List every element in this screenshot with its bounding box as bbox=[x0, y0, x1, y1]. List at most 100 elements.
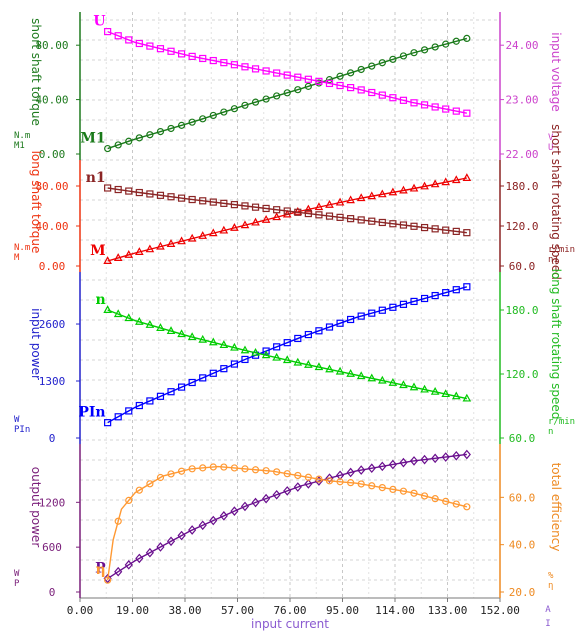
series-point-P bbox=[262, 493, 271, 504]
series-point-U bbox=[294, 73, 302, 81]
left-tick-label: 0.00 bbox=[39, 148, 66, 161]
series-point-n1 bbox=[125, 187, 133, 195]
series-point-P bbox=[135, 553, 144, 564]
series-point-n1 bbox=[146, 190, 154, 198]
left-axis-unit: N.m bbox=[14, 131, 30, 141]
series-point-U bbox=[114, 32, 122, 40]
series-point-PIn bbox=[241, 355, 249, 364]
series-point-P bbox=[114, 566, 123, 577]
series-point-η bbox=[156, 473, 165, 482]
series-point-P bbox=[378, 461, 387, 472]
series-point-P bbox=[251, 497, 260, 508]
series-point-P bbox=[209, 515, 218, 526]
series-point-η bbox=[315, 475, 323, 483]
left-tick-label: 1300 bbox=[39, 375, 66, 388]
series-point-M1 bbox=[294, 86, 302, 94]
right-tick-label: 180.0 bbox=[505, 304, 538, 317]
series-point-M bbox=[251, 217, 260, 226]
series-point-n1 bbox=[304, 209, 312, 218]
series-point-U bbox=[135, 39, 143, 48]
series-point-n bbox=[388, 377, 398, 386]
series-point-M1 bbox=[220, 108, 228, 116]
series-point-P bbox=[156, 542, 165, 552]
series-point-M bbox=[187, 233, 197, 242]
series-point-M1 bbox=[273, 92, 281, 100]
series-line-M bbox=[107, 177, 467, 262]
series-point-U bbox=[262, 67, 270, 75]
series-point-P bbox=[124, 560, 133, 570]
series-point-n1 bbox=[188, 195, 196, 204]
series-point-U bbox=[315, 77, 323, 85]
series-point-PIn bbox=[177, 383, 186, 391]
series-point-PIn bbox=[410, 297, 418, 306]
series-point-PIn bbox=[167, 388, 175, 396]
series-point-M bbox=[103, 256, 112, 264]
series-point-M1 bbox=[199, 115, 207, 123]
left-axis-title: long shaft torque bbox=[29, 151, 43, 254]
right-tick-label: 180.0 bbox=[505, 180, 538, 193]
series-point-M bbox=[145, 244, 155, 253]
series-point-n1 bbox=[220, 199, 228, 207]
series-point-M bbox=[208, 228, 218, 237]
series-point-U bbox=[199, 54, 207, 63]
series-point-P bbox=[198, 520, 207, 531]
series-point-P bbox=[388, 459, 397, 470]
series-point-n1 bbox=[347, 215, 355, 223]
series-point-n bbox=[103, 305, 112, 313]
series-point-n bbox=[187, 332, 197, 341]
series-point-M1 bbox=[325, 76, 334, 84]
series-point-n1 bbox=[378, 218, 386, 227]
series-point-M bbox=[113, 253, 123, 261]
series-point-P bbox=[325, 473, 334, 484]
series-point-M1 bbox=[357, 65, 365, 74]
series-point-PIn bbox=[199, 374, 207, 382]
series-point-n bbox=[441, 389, 451, 398]
series-point-M bbox=[367, 191, 377, 200]
series-point-η bbox=[399, 487, 408, 495]
series-point-M1 bbox=[209, 111, 217, 120]
series-point-η bbox=[357, 480, 365, 488]
series-point-η bbox=[146, 480, 154, 488]
series-point-PIn bbox=[188, 378, 196, 387]
series-point-n1 bbox=[452, 227, 460, 235]
series-point-P bbox=[188, 525, 197, 535]
series-point-n bbox=[240, 345, 250, 354]
right-axis-unit: V bbox=[548, 133, 554, 143]
right-tick-label: 60.0 bbox=[509, 260, 536, 273]
series-point-n bbox=[367, 373, 377, 382]
series-point-n bbox=[346, 369, 355, 377]
series-point-M bbox=[335, 197, 345, 206]
series-point-n bbox=[124, 313, 134, 322]
series-point-η bbox=[431, 495, 439, 503]
series-point-P bbox=[409, 456, 419, 466]
series-point-M1 bbox=[463, 34, 471, 43]
series-point-M1 bbox=[125, 137, 133, 145]
series-point-P bbox=[462, 449, 471, 460]
series-point-n1 bbox=[463, 229, 471, 237]
series-point-n1 bbox=[389, 220, 397, 228]
series-label-P: P bbox=[95, 561, 106, 577]
series-point-U bbox=[442, 105, 450, 113]
series-point-M bbox=[378, 189, 387, 198]
right-axis-title: total efficiency bbox=[549, 463, 563, 552]
right-tick-label: 24.00 bbox=[505, 39, 538, 52]
left-tick-label: 80.00 bbox=[35, 180, 68, 193]
series-point-PIn bbox=[463, 283, 471, 291]
series-point-P bbox=[367, 463, 376, 474]
series-point-n bbox=[198, 334, 208, 343]
right-axis-unit-symbol: η bbox=[548, 581, 553, 591]
series-point-M1 bbox=[167, 124, 175, 133]
series-point-PIn bbox=[389, 303, 397, 311]
x-tick-label: 19.00 bbox=[116, 604, 149, 617]
series-point-M bbox=[293, 206, 303, 215]
series-point-U bbox=[410, 99, 418, 107]
series-point-η bbox=[230, 464, 239, 472]
series-point-η bbox=[167, 470, 175, 478]
series-point-PIn bbox=[442, 289, 450, 297]
x-axis-unit: A bbox=[545, 605, 551, 615]
series-point-PIn bbox=[125, 407, 133, 415]
series-point-PIn bbox=[357, 312, 365, 320]
series-point-M1 bbox=[452, 37, 460, 45]
